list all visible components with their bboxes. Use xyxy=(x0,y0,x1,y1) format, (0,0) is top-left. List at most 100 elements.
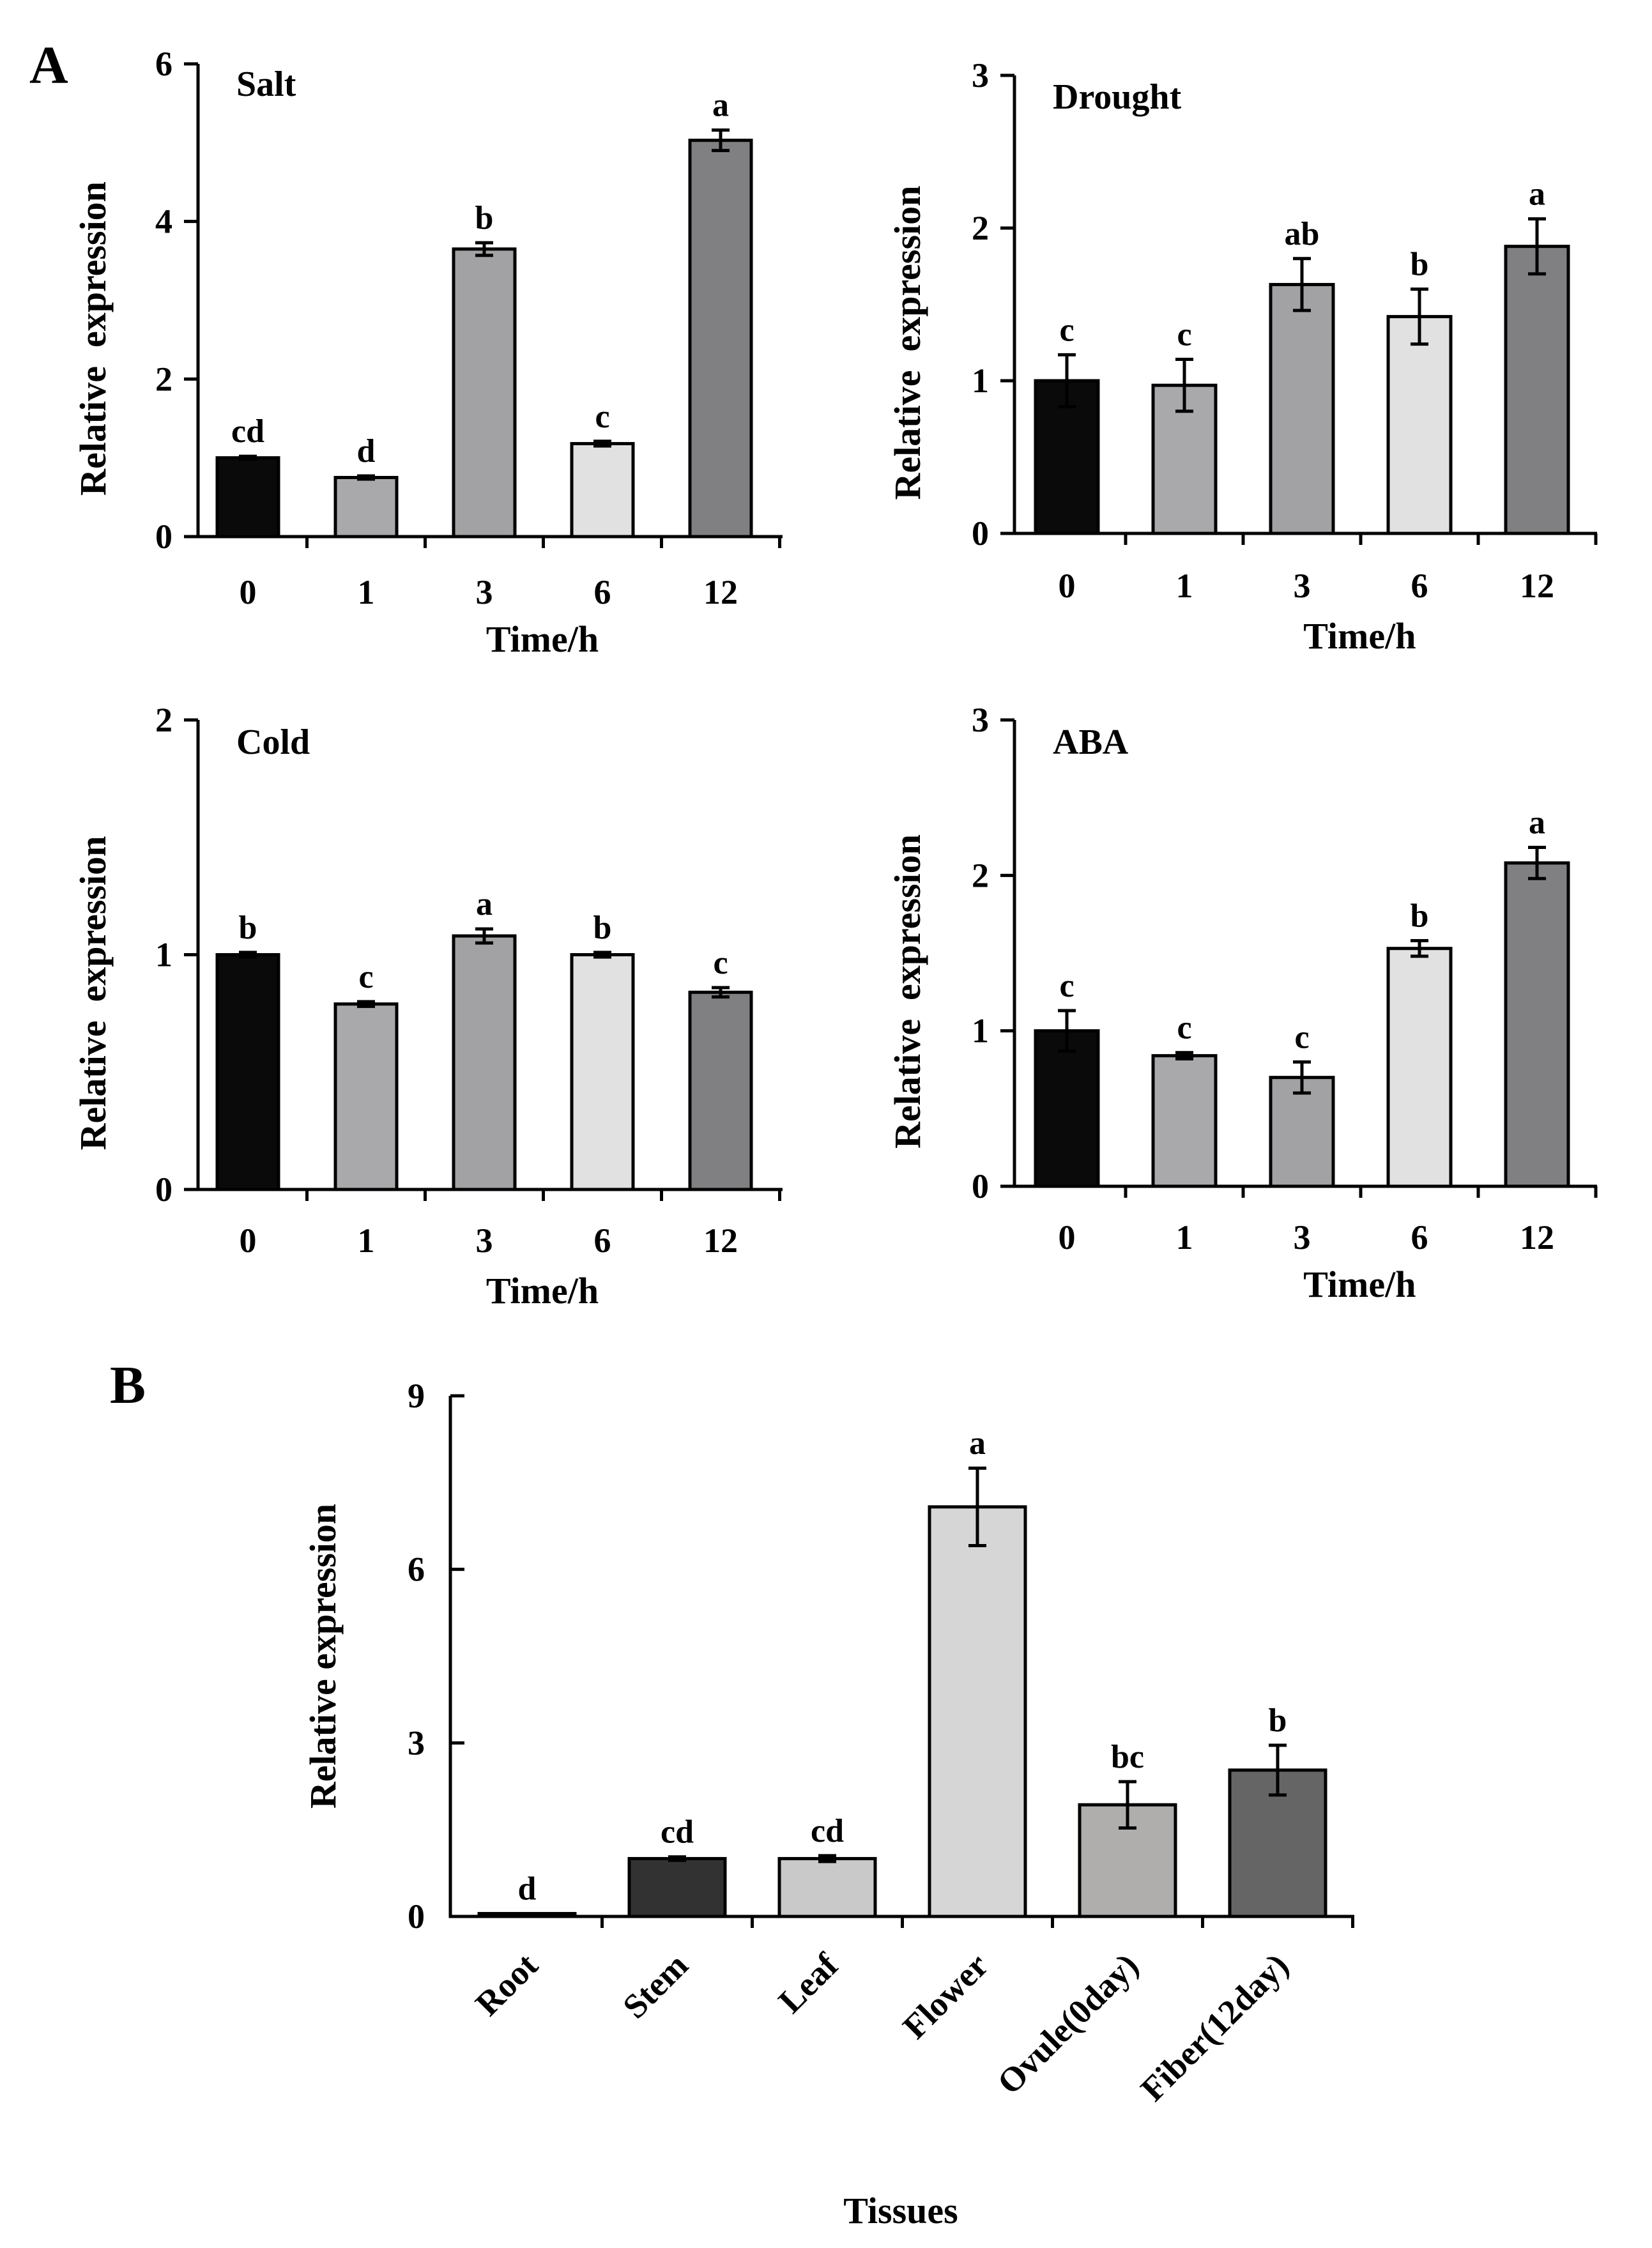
salt-category-label: 0 xyxy=(240,573,257,611)
tissues-category-label: Leaf xyxy=(771,1945,846,2020)
drought-significance-label: b xyxy=(1411,247,1429,283)
tissues-category-label: Root xyxy=(468,1946,546,2023)
cold-significance-label: c xyxy=(713,945,728,981)
drought-category-label: 0 xyxy=(1059,567,1076,605)
tissues-axes xyxy=(448,1396,1354,1918)
salt-category-label: 12 xyxy=(703,573,738,611)
cold-significance-label: b xyxy=(593,910,612,946)
drought-error-bar xyxy=(1293,257,1311,312)
aba-ytick-label: 1 xyxy=(972,1012,989,1050)
drought-significance-label: c xyxy=(1059,312,1074,348)
salt-significance-label: a xyxy=(712,88,729,124)
salt-category-label: 3 xyxy=(476,573,493,611)
salt-ytick-label: 2 xyxy=(155,360,172,398)
tissues-category-label: Flower xyxy=(896,1946,996,2046)
tissues-category-label: Ovule(0day) xyxy=(990,1946,1146,2102)
panel-b-label: B xyxy=(110,1356,146,1415)
aba-x-axis-title: Time/h xyxy=(1303,1264,1416,1305)
cold-significance-label: c xyxy=(358,959,373,995)
aba-category-label: 0 xyxy=(1059,1218,1076,1257)
cold-category-label: 1 xyxy=(358,1221,375,1260)
drought-category-label: 6 xyxy=(1411,567,1428,605)
salt-title: Salt xyxy=(236,65,296,104)
aba-category-label: 6 xyxy=(1411,1218,1428,1257)
cold-error-bar xyxy=(239,951,257,959)
tissues-significance-label: bc xyxy=(1111,1739,1144,1775)
aba-ytick-label: 3 xyxy=(972,701,989,739)
tissues-error-bar xyxy=(1269,1743,1287,1797)
drought-category-label: 3 xyxy=(1294,567,1311,605)
tissues-significance-label: a xyxy=(969,1425,986,1462)
drought-significance-label: ab xyxy=(1285,216,1320,252)
salt-significance-label: d xyxy=(357,433,376,470)
drought-category-label: 1 xyxy=(1176,567,1193,605)
tissues-ytick-label: 6 xyxy=(408,1550,425,1589)
cold-title: Cold xyxy=(236,723,310,762)
aba-bar xyxy=(1504,861,1570,1188)
aba-title: ABA xyxy=(1053,723,1129,762)
salt-y-axis-title: Relative expression xyxy=(72,181,114,496)
drought-error-bar xyxy=(1528,217,1546,276)
drought-error-bar xyxy=(1058,353,1076,409)
cold-ytick-label: 2 xyxy=(155,701,172,739)
cold-significance-label: b xyxy=(239,910,257,946)
tissues-error-bar xyxy=(668,1855,686,1862)
cold-y-axis-title: Relative expression xyxy=(72,836,114,1151)
cold-error-bar xyxy=(357,1000,375,1008)
cold-error-bar xyxy=(593,951,611,959)
salt-error-bar xyxy=(239,454,257,461)
drought-x-axis-title: Time/h xyxy=(1303,615,1416,657)
aba-bar xyxy=(1034,1029,1100,1188)
aba-significance-label: b xyxy=(1411,898,1429,935)
cold-bar xyxy=(688,990,753,1191)
cold-category-label: 12 xyxy=(703,1221,738,1260)
salt-error-bar xyxy=(712,128,730,153)
drought-title: Drought xyxy=(1053,77,1182,117)
drought-error-bar xyxy=(1411,287,1428,346)
aba-significance-label: c xyxy=(1059,968,1074,1004)
drought-ytick-label: 1 xyxy=(972,362,989,400)
cold-significance-label: a xyxy=(476,886,493,922)
cold-error-bar xyxy=(475,927,493,945)
drought-category-label: 12 xyxy=(1520,567,1554,605)
panel-a-label: A xyxy=(29,36,68,95)
salt-category-label: 1 xyxy=(358,573,375,611)
cold-category-label: 6 xyxy=(594,1221,611,1260)
aba-error-bar xyxy=(1528,846,1546,880)
salt-bar xyxy=(333,476,399,539)
aba-significance-label: c xyxy=(1294,1019,1309,1055)
tissues-ytick-label: 3 xyxy=(408,1724,425,1762)
salt-bar xyxy=(688,139,753,539)
salt-chart: 0 2 4 6 cd 0 d 1 b 3 c 6 a 12 Salt Time/h Relative expre… xyxy=(72,45,783,660)
aba-significance-label: a xyxy=(1529,805,1545,841)
tissues-significance-label: b xyxy=(1269,1702,1287,1739)
drought-significance-label: a xyxy=(1529,176,1545,213)
salt-error-bar xyxy=(475,241,493,257)
tissues-significance-label: d xyxy=(518,1870,537,1907)
tissues-significance-label: cd xyxy=(811,1813,844,1849)
tissues-error-bar xyxy=(818,1854,836,1863)
tissues-bar xyxy=(777,1856,877,1918)
aba-category-label: 1 xyxy=(1176,1218,1193,1257)
tissues-bar xyxy=(627,1856,727,1918)
tissues-x-axis-title: Tissues xyxy=(843,2190,958,2231)
salt-category-label: 6 xyxy=(594,573,611,611)
drought-y-axis-title: Relative expression xyxy=(887,186,928,500)
tissues-error-bar xyxy=(968,1466,986,1548)
drought-bar xyxy=(1269,282,1335,535)
cold-error-bar xyxy=(712,986,730,999)
cold-category-label: 0 xyxy=(240,1221,257,1260)
salt-significance-label: c xyxy=(595,399,609,435)
aba-bar xyxy=(1386,947,1453,1188)
cold-x-axis-title: Time/h xyxy=(486,1270,599,1311)
cold-bar xyxy=(570,953,635,1191)
aba-significance-label: c xyxy=(1177,1010,1191,1046)
tissues-ytick-label: 9 xyxy=(408,1377,425,1415)
tissues-category-label: Fiber(12day) xyxy=(1133,1946,1296,2109)
drought-bar xyxy=(1504,245,1570,535)
salt-bar xyxy=(215,456,280,539)
